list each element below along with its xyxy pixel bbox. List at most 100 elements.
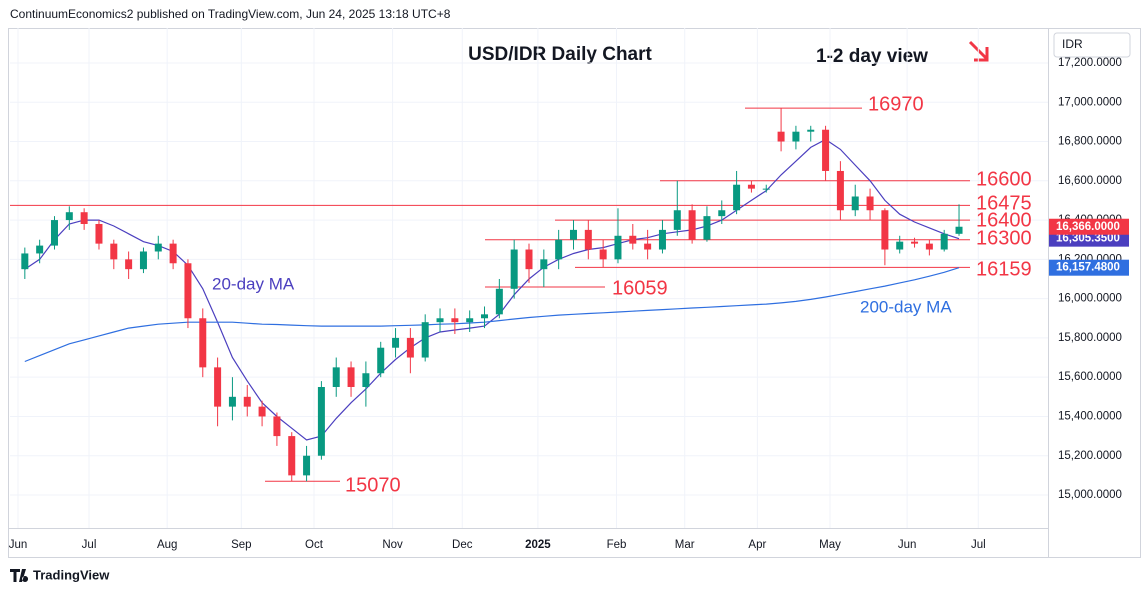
currency-box[interactable] <box>1053 32 1131 58</box>
candle-body <box>703 216 711 240</box>
candle-body <box>599 249 607 260</box>
x-tick-label: Jun <box>898 539 917 551</box>
candle-body <box>258 406 266 417</box>
x-tick-label: Jul <box>82 539 97 551</box>
ma-line <box>24 138 960 441</box>
candle-body <box>50 220 58 246</box>
x-tick-label: Nov <box>382 539 403 551</box>
y-tick-label: 15,800.0000 <box>1058 332 1122 344</box>
x-tick-label: Oct <box>305 539 324 551</box>
candle-body <box>65 212 73 221</box>
candle-body <box>406 337 414 358</box>
candle-body <box>822 129 830 171</box>
candle-body <box>21 253 29 270</box>
candle-body <box>940 233 948 250</box>
footer: TradingView <box>33 567 110 582</box>
candle-body <box>718 210 726 217</box>
x-tick-label: Feb <box>607 539 627 551</box>
candle-body <box>733 184 741 211</box>
y-tick-label: 15,600.0000 <box>1058 371 1122 383</box>
candle-body <box>525 249 533 270</box>
candle-body <box>214 367 222 407</box>
y-tick-label: 15,000.0000 <box>1058 489 1122 501</box>
candle-body <box>584 229 592 250</box>
subtitle: 1-2 day view <box>816 46 928 67</box>
candle-body <box>747 184 755 189</box>
candle-body <box>451 318 459 323</box>
candle-body <box>303 455 311 476</box>
candle-body <box>288 436 296 476</box>
candle-body <box>688 210 696 240</box>
x-tick-label: Aug <box>157 539 177 551</box>
y-tick-label: 15,400.0000 <box>1058 410 1122 422</box>
candle-body <box>569 229 577 240</box>
x-tick-label: Sep <box>231 539 251 551</box>
last-price-tag: 16,366.0000 <box>1056 221 1120 233</box>
candle-body <box>184 263 192 319</box>
x-tick-label: Dec <box>452 539 473 551</box>
level-label: 15070 <box>345 474 401 496</box>
level-label: 16159 <box>976 258 1032 280</box>
candle-body <box>792 131 800 142</box>
candle-body <box>836 170 844 211</box>
candle-body <box>154 243 162 252</box>
candle-body <box>392 337 400 348</box>
candle-body <box>421 322 429 358</box>
candle-body <box>139 251 147 270</box>
candle-body <box>614 235 622 260</box>
candle-body <box>762 188 770 190</box>
y-tick-label: 16,600.0000 <box>1058 175 1122 187</box>
candle-body <box>866 196 874 211</box>
candle-body <box>673 210 681 230</box>
candle-body <box>332 367 340 387</box>
candle-body <box>925 243 933 250</box>
candle-body <box>777 131 785 142</box>
candle-body <box>510 249 518 289</box>
candle-body <box>644 243 652 250</box>
y-tick-label: 17,000.0000 <box>1058 96 1122 108</box>
level-label: 16059 <box>612 277 668 299</box>
x-tick-label: Jun <box>9 539 28 551</box>
candle-body <box>555 239 563 260</box>
candle-body <box>243 396 251 407</box>
x-tick-label: 2025 <box>525 539 551 551</box>
candle-body <box>362 373 370 387</box>
ma-price-tag-box <box>1049 259 1129 276</box>
y-tick-label: 16,000.0000 <box>1058 293 1122 305</box>
candle-body <box>807 129 815 132</box>
candle-body <box>495 288 503 315</box>
candle-body <box>317 386 325 456</box>
plot: 15,000.0000 15,200.0000 15,400.0000 15,600.… <box>9 28 1122 551</box>
candle-body <box>36 245 44 254</box>
candle-body <box>125 259 133 270</box>
candle-body <box>466 318 474 323</box>
candle-body <box>377 347 385 374</box>
candle-body <box>110 243 118 260</box>
candle-body <box>199 318 207 368</box>
candle-body <box>273 416 281 437</box>
last-price-tag-box <box>1049 218 1129 235</box>
candle-body <box>955 226 963 234</box>
y-tick-label: 15,200.0000 <box>1058 450 1122 462</box>
level-label: 16300 <box>976 227 1032 249</box>
ma-label: 20-day MA <box>212 274 295 293</box>
ma-price-tag: 16,305.3500 <box>1056 233 1120 245</box>
candle-body <box>851 196 859 211</box>
candle-body <box>228 396 236 407</box>
candle-body <box>911 241 919 244</box>
y-tick-label: 16,800.0000 <box>1058 136 1122 148</box>
level-label: 16970 <box>868 93 924 115</box>
candle-body <box>481 314 489 319</box>
candle-body <box>80 212 88 224</box>
header: ContinuumEconomics2 published on Trading… <box>10 7 451 21</box>
x-tick-label: Jul <box>971 539 986 551</box>
candle-body <box>896 241 904 250</box>
candle-body <box>629 235 637 244</box>
candle-body <box>95 223 103 244</box>
candle-body <box>169 243 177 264</box>
level-label: 16475 <box>976 192 1032 214</box>
x-tick-label: Mar <box>675 539 695 551</box>
